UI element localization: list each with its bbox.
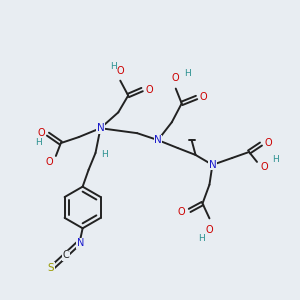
Text: O: O bbox=[172, 73, 180, 83]
Text: O: O bbox=[260, 162, 268, 172]
Text: H: H bbox=[101, 151, 108, 160]
Text: H: H bbox=[35, 138, 41, 147]
Text: C: C bbox=[62, 250, 69, 260]
Text: N: N bbox=[77, 238, 84, 248]
Text: O: O bbox=[200, 92, 207, 103]
Text: O: O bbox=[206, 225, 213, 235]
Text: N: N bbox=[97, 123, 104, 133]
Text: H: H bbox=[184, 69, 191, 78]
Text: O: O bbox=[178, 207, 185, 218]
Text: O: O bbox=[145, 85, 153, 94]
Text: S: S bbox=[48, 263, 54, 273]
Text: H: H bbox=[272, 155, 279, 164]
Text: O: O bbox=[264, 138, 272, 148]
Text: N: N bbox=[154, 135, 162, 145]
Text: N: N bbox=[208, 160, 216, 170]
Text: H: H bbox=[110, 62, 117, 71]
Text: O: O bbox=[37, 128, 45, 138]
Text: O: O bbox=[45, 157, 53, 167]
Text: H: H bbox=[198, 234, 205, 243]
Text: O: O bbox=[116, 66, 124, 76]
